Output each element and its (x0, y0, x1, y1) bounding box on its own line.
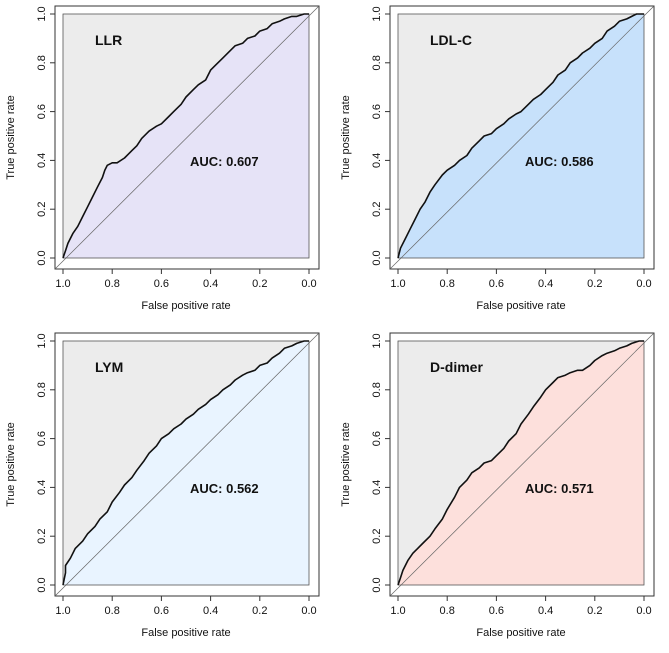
diagonal-reference-line (54, 5, 320, 270)
x-tick-label: 0.0 (301, 278, 316, 290)
x-axis-label: False positive rate (141, 627, 230, 639)
y-tick-label: 0.4 (36, 480, 48, 495)
y-tick-label: 0.0 (36, 577, 48, 592)
y-axis-label: True positive rate (5, 95, 17, 180)
x-tick-label: 0.6 (489, 605, 504, 617)
roc-panel-lym: 1.0 0.8 0.6 0.4 0.2 0.0 0.0 0.2 0.4 0.6 0.8 1.0 Fals… (0, 327, 334, 653)
y-tick-label: 1.0 (36, 333, 48, 348)
y-tick-label: 0.4 (371, 153, 383, 168)
x-tick-label: 0.0 (301, 605, 316, 617)
y-tick-label: 0.2 (371, 202, 383, 217)
roc-curve (397, 340, 644, 586)
x-tick-label: 0.2 (252, 278, 267, 290)
x-tick-label: 0.8 (105, 278, 120, 290)
y-tick-label: 1.0 (371, 6, 383, 21)
x-tick-label: 0.4 (203, 278, 218, 290)
y-tick-label: 0.4 (371, 480, 383, 495)
auc-label: AUC: 0.586 (525, 154, 594, 169)
x-tick-label: 0.0 (636, 605, 651, 617)
area-under-curve (398, 341, 644, 585)
y-axis-label: True positive rate (340, 95, 352, 180)
y-tick-label: 0.8 (36, 382, 48, 397)
panel-title: LDL-C (430, 32, 472, 48)
y-tick-label: 0.8 (371, 382, 383, 397)
y-tick-label: 0.6 (36, 104, 48, 119)
area-under-curve (398, 14, 644, 258)
y-tick-label: 0.2 (36, 529, 48, 544)
y-tick-label: 0.6 (36, 431, 48, 446)
x-tick-label: 1.0 (55, 278, 70, 290)
roc-panel-llr: 1.0 0.8 0.6 0.4 0.2 0.0 0.0 0.2 0.4 0.6 0.8 1.0 Fals… (0, 0, 334, 326)
unit-square (62, 13, 310, 259)
panel-title: LLR (95, 32, 122, 48)
roc-panel-d-dimer: 1.0 0.8 0.6 0.4 0.2 0.0 0.0 0.2 0.4 0.6 0.8 1.0 Fals… (335, 327, 669, 653)
x-tick-label: 0.4 (538, 278, 553, 290)
diagonal-reference-line (389, 332, 655, 597)
x-axis-label: False positive rate (141, 300, 230, 312)
x-tick-label: 0.8 (440, 278, 455, 290)
x-tick-label: 0.4 (538, 605, 553, 617)
roc-curve (397, 13, 644, 259)
auc-label: AUC: 0.571 (525, 481, 594, 496)
y-tick-label: 0.2 (36, 202, 48, 217)
y-tick-label: 1.0 (371, 333, 383, 348)
x-tick-label: 0.2 (587, 605, 602, 617)
x-tick-label: 1.0 (55, 605, 70, 617)
x-tick-label: 0.8 (440, 605, 455, 617)
x-axis-label: False positive rate (476, 300, 565, 312)
y-tick-label: 0.0 (371, 577, 383, 592)
roc-chart: 1.0 0.8 0.6 0.4 0.2 0.0 0.0 0.2 0.4 0.6 0.8 1.0 Fals… (340, 5, 655, 312)
y-tick-label: 0.2 (371, 529, 383, 544)
x-tick-label: 0.6 (489, 278, 504, 290)
roc-chart: 1.0 0.8 0.6 0.4 0.2 0.0 0.0 0.2 0.4 0.6 0.8 1.0 Fals… (5, 332, 320, 639)
y-tick-label: 1.0 (36, 6, 48, 21)
roc-chart: 1.0 0.8 0.6 0.4 0.2 0.0 0.0 0.2 0.4 0.6 0.8 1.0 Fals… (340, 332, 655, 639)
y-tick-label: 0.6 (371, 431, 383, 446)
unit-square (62, 340, 310, 586)
y-tick-label: 0.0 (371, 250, 383, 265)
panel-title: LYM (95, 359, 123, 375)
unit-square (397, 13, 645, 259)
x-tick-label: 0.2 (587, 278, 602, 290)
area-above-curve (398, 341, 644, 585)
x-tick-label: 0.2 (252, 605, 267, 617)
roc-curve (62, 13, 309, 259)
area-under-curve (63, 341, 309, 585)
y-tick-label: 0.6 (371, 104, 383, 119)
y-axis-label: True positive rate (340, 422, 352, 507)
x-tick-label: 0.6 (154, 605, 169, 617)
y-tick-label: 0.8 (371, 55, 383, 70)
diagonal-reference-line (389, 5, 655, 270)
y-tick-label: 0.4 (36, 153, 48, 168)
x-tick-label: 0.8 (105, 605, 120, 617)
y-axis-label: True positive rate (5, 422, 17, 507)
x-tick-label: 0.6 (154, 278, 169, 290)
y-tick-label: 0.0 (36, 250, 48, 265)
x-axis-label: False positive rate (476, 627, 565, 639)
area-under-curve (63, 14, 309, 258)
roc-chart: 1.0 0.8 0.6 0.4 0.2 0.0 0.0 0.2 0.4 0.6 0.8 1.0 Fals… (5, 5, 320, 312)
roc-panel-ldl-c: 1.0 0.8 0.6 0.4 0.2 0.0 0.0 0.2 0.4 0.6 0.8 1.0 Fals… (335, 0, 669, 326)
roc-curve (62, 340, 309, 586)
area-above-curve (398, 14, 644, 258)
auc-label: AUC: 0.607 (190, 154, 259, 169)
panel-title: D-dimer (430, 359, 483, 375)
unit-square (397, 340, 645, 586)
x-tick-label: 0.0 (636, 278, 651, 290)
area-above-curve (63, 341, 309, 585)
x-tick-label: 1.0 (390, 278, 405, 290)
y-tick-label: 0.8 (36, 55, 48, 70)
area-above-curve (63, 14, 309, 258)
auc-label: AUC: 0.562 (190, 481, 259, 496)
x-tick-label: 1.0 (390, 605, 405, 617)
x-tick-label: 0.4 (203, 605, 218, 617)
diagonal-reference-line (54, 332, 320, 597)
